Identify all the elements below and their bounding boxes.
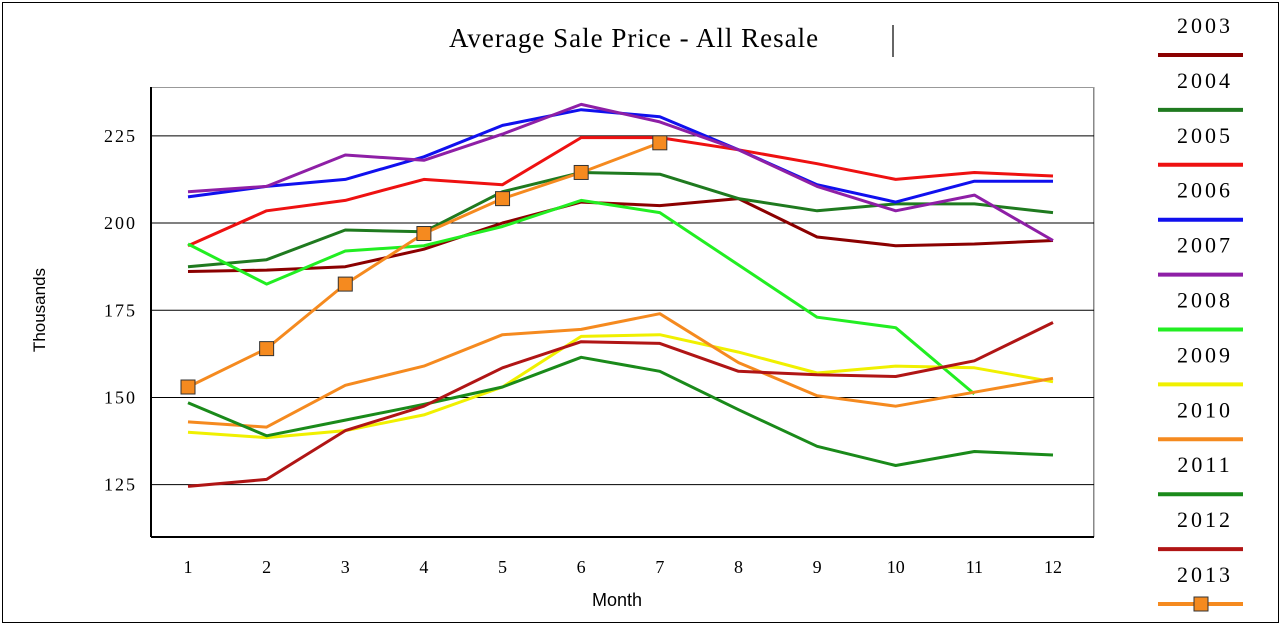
legend-label-2009: 2009 [1177, 342, 1233, 367]
legend-label-2007: 2007 [1177, 233, 1233, 258]
series-line-2012 [187, 321, 1054, 488]
legend-label-2013: 2013 [1177, 562, 1233, 587]
series-2008 [187, 198, 976, 396]
point-2013-6 [573, 164, 589, 180]
x-tick-label-10: 10 [887, 557, 905, 577]
gridlines [151, 135, 1094, 486]
series-2010 [187, 312, 1054, 429]
series-2003 [187, 197, 1054, 273]
chart-title: Average Sale Price - All Resale [449, 23, 819, 53]
point-2013-5 [495, 191, 511, 207]
x-tick-label-8: 8 [734, 557, 743, 577]
point-2013-7 [652, 135, 668, 151]
legend-label-2011: 2011 [1177, 452, 1232, 477]
y-axis-label: Thousands [30, 268, 49, 352]
y-tick-label-125: 125 [104, 475, 137, 495]
series-line-2011 [187, 355, 1054, 467]
plot-background [151, 87, 1094, 537]
point-2013-2 [259, 341, 275, 357]
series-line-2008 [187, 198, 976, 396]
y-tick-label-175: 175 [104, 300, 137, 320]
y-tick-label-150: 150 [104, 387, 137, 407]
point-2013-3 [337, 276, 353, 292]
series-line-2007 [187, 102, 1054, 242]
x-tick-label-3: 3 [341, 557, 350, 577]
x-tick-label-7: 7 [655, 557, 664, 577]
x-tick-label-9: 9 [813, 557, 822, 577]
legend-label-2010: 2010 [1177, 397, 1233, 422]
y-tick-label-225: 225 [104, 126, 137, 146]
x-axis-label: Month [592, 590, 642, 610]
x-axis-ticks: 1 2 3 4 5 6 7 8 9 10 11 12 [184, 557, 1063, 577]
series-2013 [180, 135, 668, 395]
x-tick-label-1: 1 [184, 557, 193, 577]
legend-label-2008: 2008 [1177, 288, 1233, 313]
series-2007 [187, 102, 1054, 242]
x-tick-label-6: 6 [577, 557, 586, 577]
x-tick-label-2: 2 [262, 557, 271, 577]
y-tick-label-200: 200 [104, 213, 137, 233]
series-2012 [187, 321, 1054, 488]
point-2013-1 [180, 379, 196, 395]
series-2004 [187, 171, 1054, 269]
x-tick-label-11: 11 [966, 557, 983, 577]
series-line-2010 [187, 312, 1054, 429]
legend-marker-2013 [1193, 596, 1209, 612]
legend-label-2005: 2005 [1177, 123, 1233, 148]
series-line-2005 [187, 136, 1054, 248]
legend: 2003 2004 2005 2006 2007 2008 2009 2010 2011 2012… [1158, 13, 1243, 612]
series-2009 [187, 333, 1054, 440]
series-line-2003 [187, 197, 1054, 273]
x-tick-label-5: 5 [498, 557, 507, 577]
x-tick-label-12: 12 [1044, 557, 1062, 577]
legend-label-2003: 2003 [1177, 13, 1233, 38]
x-tick-label-4: 4 [419, 557, 428, 577]
point-2013-4 [416, 226, 432, 242]
series-2005 [187, 136, 1054, 248]
legend-label-2006: 2006 [1177, 178, 1233, 203]
y-axis-ticks: 125 150 175 200 225 [104, 126, 137, 495]
series-layer [180, 102, 1054, 488]
legend-label-2012: 2012 [1177, 507, 1233, 532]
legend-label-2004: 2004 [1177, 68, 1233, 93]
plot-area [151, 87, 1095, 537]
series-line-2009 [187, 333, 1054, 440]
series-line-2004 [187, 171, 1054, 269]
plot-right-border [1093, 87, 1095, 537]
plot-top-border [151, 87, 1094, 88]
series-2011 [187, 355, 1054, 467]
